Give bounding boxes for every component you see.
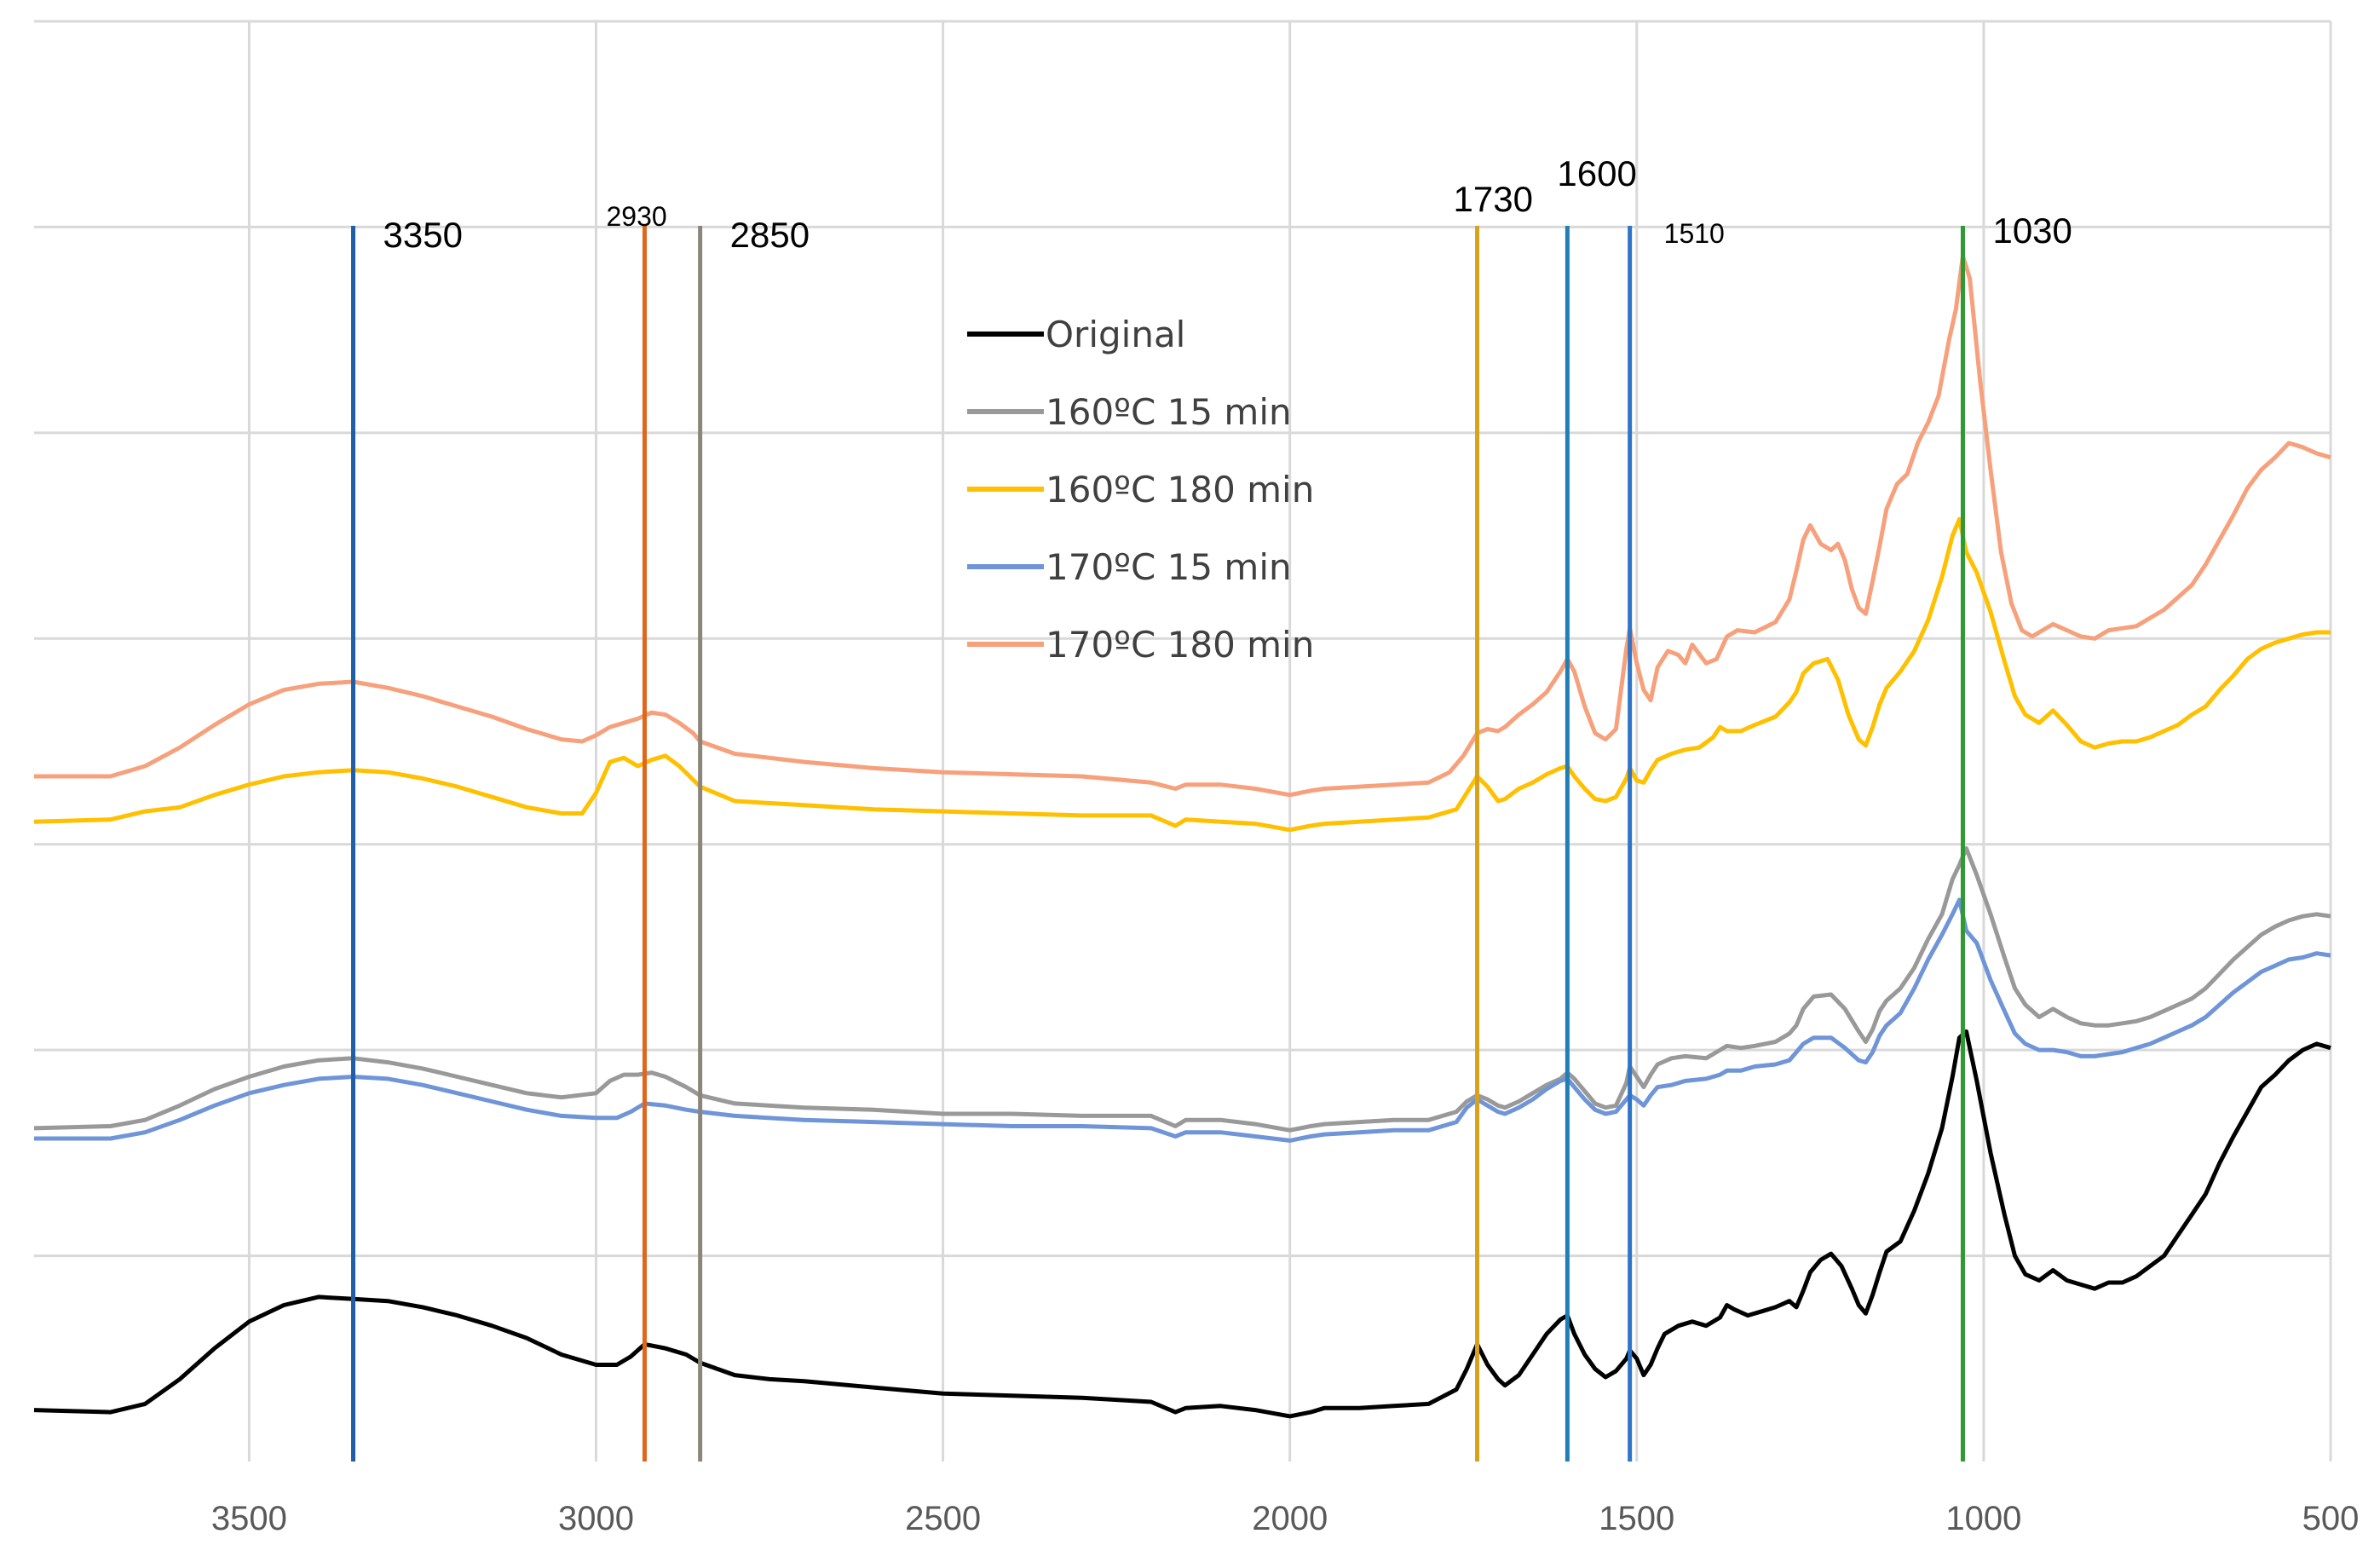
peak-marker-label-1030: 1030 <box>1992 210 2072 251</box>
peak-marker-label-3350: 3350 <box>383 215 463 255</box>
x-axis: 3500 3000 2500 2000 1500 1000 500 <box>211 1500 2359 1537</box>
x-tick-label: 1500 <box>1599 1500 1674 1537</box>
series-line-170-c-15-min <box>34 897 2331 1143</box>
gridlines <box>34 20 2332 1462</box>
series-line-original <box>33 1029 2331 1419</box>
peak-marker-label-2850: 2850 <box>730 215 810 255</box>
x-tick-label: 2500 <box>905 1500 981 1537</box>
legend-label: 160ºC 180 min <box>1046 469 1314 510</box>
peak-marker-label-1510: 1510 <box>1664 218 1725 249</box>
legend-label: Original <box>1046 314 1185 355</box>
peak-marker-label-1600: 1600 <box>1557 153 1636 193</box>
peak-marker-label-2930: 2930 <box>606 201 666 232</box>
x-tick-label: 500 <box>2302 1500 2360 1537</box>
peak-marker-label-1730: 1730 <box>1454 179 1533 219</box>
peak-markers: 3350 2930 2850 1730 1600 1510 1030 <box>351 153 2072 1462</box>
x-tick-label: 2000 <box>1252 1500 1328 1537</box>
x-tick-label: 3000 <box>558 1500 634 1537</box>
legend-label: 170ºC 15 min <box>1046 546 1292 588</box>
x-tick-label: 1000 <box>1945 1500 2021 1537</box>
legend-label: 170ºC 180 min <box>1046 624 1314 666</box>
legend: Original 160ºC 15 min 160ºC 180 min 170ºC 1… <box>967 314 1314 666</box>
legend-label: 160ºC 15 min <box>1046 391 1292 433</box>
series-line-170-c-180-min <box>34 253 2331 798</box>
x-tick-label: 3500 <box>211 1500 287 1537</box>
